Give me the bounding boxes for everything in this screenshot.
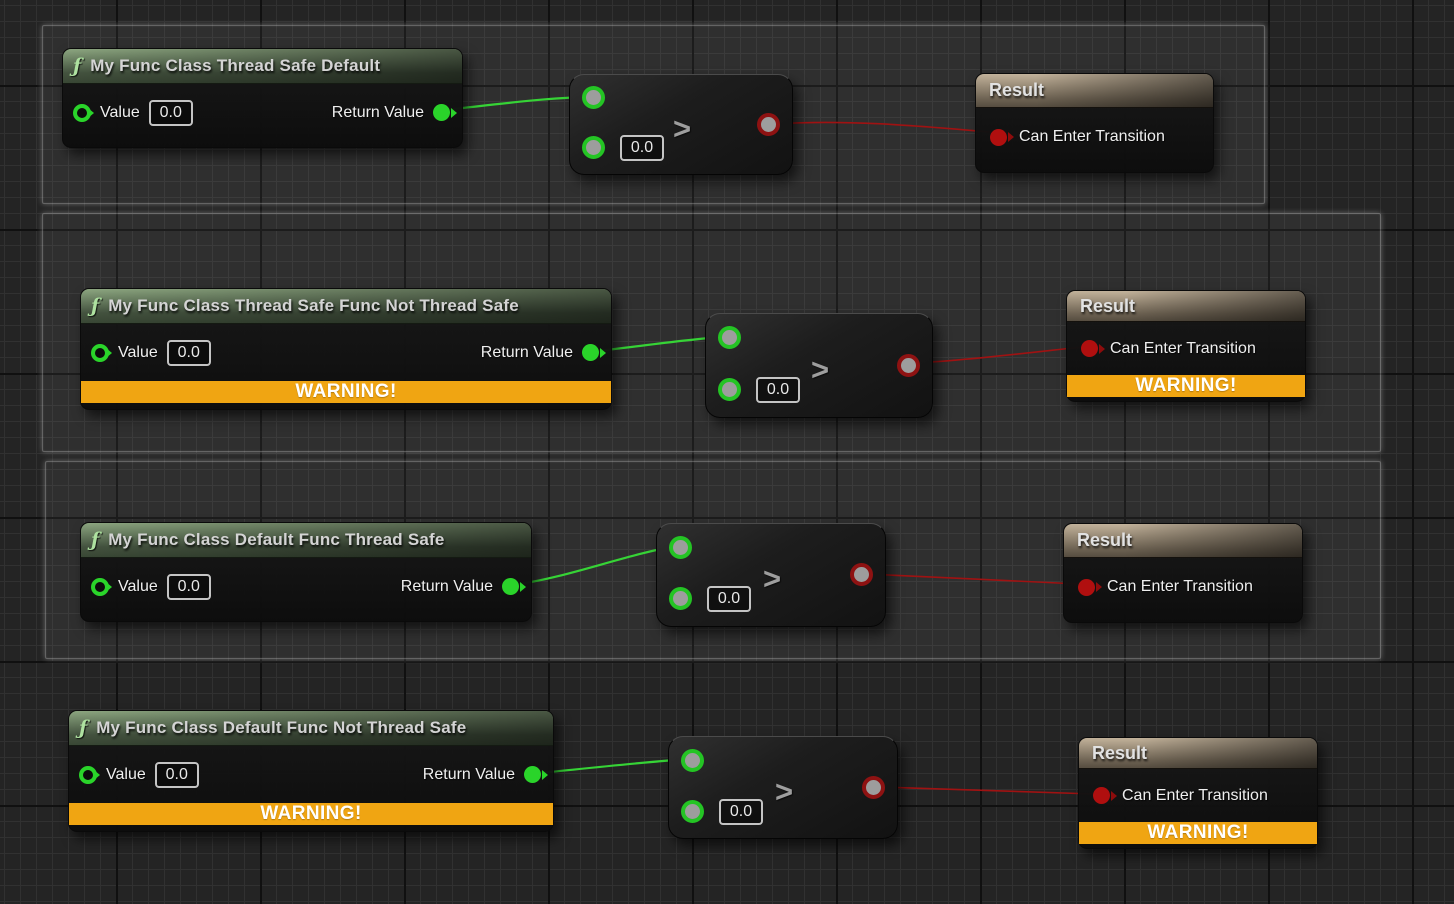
can-enter-transition-pin[interactable]	[1081, 340, 1098, 357]
warning-banner: WARNING!	[69, 803, 553, 825]
can-enter-transition-label: Can Enter Transition	[1107, 578, 1253, 595]
value-input-pin[interactable]	[79, 765, 97, 784]
function-node-thread-safe-func-not-thread-safe[interactable]: ƒ My Func Class Thread Safe Func Not Thr…	[80, 288, 612, 410]
greater-than-operator: >	[811, 352, 830, 387]
value-pin-label: Value	[106, 765, 146, 783]
function-node-title: My Func Class Default Func Thread Safe	[108, 530, 445, 549]
value-input-pin[interactable]	[91, 343, 109, 362]
greater-than-operator: >	[673, 111, 692, 146]
warning-banner: WARNING!	[1067, 375, 1305, 397]
function-node-header: ƒ My Func Class Default Func Not Thread …	[69, 711, 553, 746]
can-enter-transition-label: Can Enter Transition	[1019, 128, 1165, 145]
function-node-default-func-not-thread-safe[interactable]: ƒ My Func Class Default Func Not Thread …	[68, 710, 554, 832]
result-node-header: Result	[1079, 738, 1317, 769]
result-node-row3[interactable]: Result Can Enter Transition	[1063, 523, 1303, 623]
wire-green-row2[interactable]	[597, 335, 723, 353]
can-enter-transition-pin[interactable]	[990, 128, 1007, 146]
compare-value-field[interactable]: 0.0	[620, 135, 664, 161]
can-enter-transition-label: Can Enter Transition	[1110, 339, 1256, 357]
wire-red-row1[interactable]	[775, 121, 991, 133]
result-node-header: Result	[1067, 291, 1305, 322]
value-input-field[interactable]: 0.0	[166, 339, 211, 366]
function-node-title: My Func Class Thread Safe Default	[90, 56, 381, 75]
compare-input-pin-b[interactable]	[718, 378, 741, 401]
greater-than-operator: >	[775, 774, 794, 809]
function-node-header: ƒ My Func Class Thread Safe Default	[63, 49, 462, 84]
result-node-header: Result	[1064, 524, 1302, 558]
wire-red-row2[interactable]	[913, 346, 1083, 364]
compare-input-pin-a[interactable]	[681, 749, 704, 772]
function-icon: ƒ	[79, 717, 88, 739]
value-input-field[interactable]: 0.0	[154, 761, 199, 788]
value-pin-label: Value	[118, 577, 158, 595]
value-input-field[interactable]: 0.0	[148, 99, 193, 126]
function-node-header: ƒ My Func Class Default Func Thread Safe	[81, 523, 531, 558]
result-node-row1[interactable]: Result Can Enter Transition	[975, 73, 1214, 173]
return-value-label: Return Value	[422, 765, 515, 783]
greater-than-operator: >	[763, 561, 782, 596]
compare-output-pin[interactable]	[897, 354, 920, 377]
function-icon: ƒ	[73, 55, 82, 77]
can-enter-transition-label: Can Enter Transition	[1122, 786, 1268, 804]
compare-input-pin-b[interactable]	[681, 800, 704, 823]
wire-green-row4[interactable]	[539, 757, 689, 775]
function-node-thread-safe-default[interactable]: ƒ My Func Class Thread Safe Default Valu…	[62, 48, 463, 148]
function-icon: ƒ	[91, 529, 100, 551]
compare-value-field[interactable]: 0.0	[756, 377, 800, 403]
result-node-title: Result	[1092, 742, 1148, 763]
wire-green-row1[interactable]	[443, 95, 587, 112]
compare-input-pin-a[interactable]	[669, 536, 692, 559]
result-node-row4[interactable]: Result Can Enter Transition WARNING!	[1078, 737, 1318, 849]
compare-input-pin-b[interactable]	[669, 587, 692, 610]
return-value-output-pin[interactable]	[582, 344, 599, 361]
function-node-title: My Func Class Default Func Not Thread Sa…	[96, 718, 467, 737]
result-node-title: Result	[1077, 530, 1133, 550]
function-node-default-func-thread-safe[interactable]: ƒ My Func Class Default Func Thread Safe…	[80, 522, 532, 622]
return-value-label: Return Value	[331, 103, 424, 121]
warning-banner: WARNING!	[1079, 822, 1317, 844]
function-node-title: My Func Class Thread Safe Func Not Threa…	[108, 296, 519, 315]
return-value-output-pin[interactable]	[524, 766, 541, 783]
wire-green-row3[interactable]	[517, 544, 677, 586]
value-input-field[interactable]: 0.0	[166, 573, 211, 600]
value-pin-label: Value	[118, 343, 158, 361]
compare-input-pin-a[interactable]	[582, 86, 605, 109]
compare-output-pin[interactable]	[862, 776, 885, 799]
result-node-title: Result	[1080, 295, 1136, 316]
compare-input-pin-a[interactable]	[718, 326, 741, 349]
function-icon: ƒ	[91, 295, 100, 317]
value-input-pin[interactable]	[73, 103, 91, 122]
compare-value-field[interactable]: 0.0	[707, 586, 751, 612]
value-input-pin[interactable]	[91, 577, 109, 596]
function-node-header: ƒ My Func Class Thread Safe Func Not Thr…	[81, 289, 611, 324]
greater-than-node-row3[interactable]: 0.0 >	[656, 523, 886, 627]
value-pin-label: Value	[100, 103, 140, 121]
warning-banner: WARNING!	[81, 381, 611, 403]
can-enter-transition-pin[interactable]	[1093, 787, 1110, 804]
compare-input-pin-b[interactable]	[582, 136, 605, 159]
return-value-label: Return Value	[480, 343, 573, 361]
result-node-header: Result	[976, 74, 1213, 108]
greater-than-node-row2[interactable]: 0.0 >	[705, 313, 933, 418]
result-node-title: Result	[989, 80, 1045, 100]
compare-output-pin[interactable]	[757, 113, 780, 136]
greater-than-node-row1[interactable]: 0.0 >	[569, 74, 793, 175]
return-value-output-pin[interactable]	[502, 578, 519, 595]
return-value-label: Return Value	[400, 577, 493, 595]
return-value-output-pin[interactable]	[433, 104, 450, 121]
wire-red-row3[interactable]	[865, 573, 1080, 585]
result-node-row2[interactable]: Result Can Enter Transition WARNING!	[1066, 290, 1306, 402]
wire-red-row4[interactable]	[877, 786, 1095, 795]
compare-output-pin[interactable]	[850, 563, 873, 586]
greater-than-node-row4[interactable]: 0.0 >	[668, 736, 898, 839]
can-enter-transition-pin[interactable]	[1078, 578, 1095, 596]
compare-value-field[interactable]: 0.0	[719, 799, 763, 825]
